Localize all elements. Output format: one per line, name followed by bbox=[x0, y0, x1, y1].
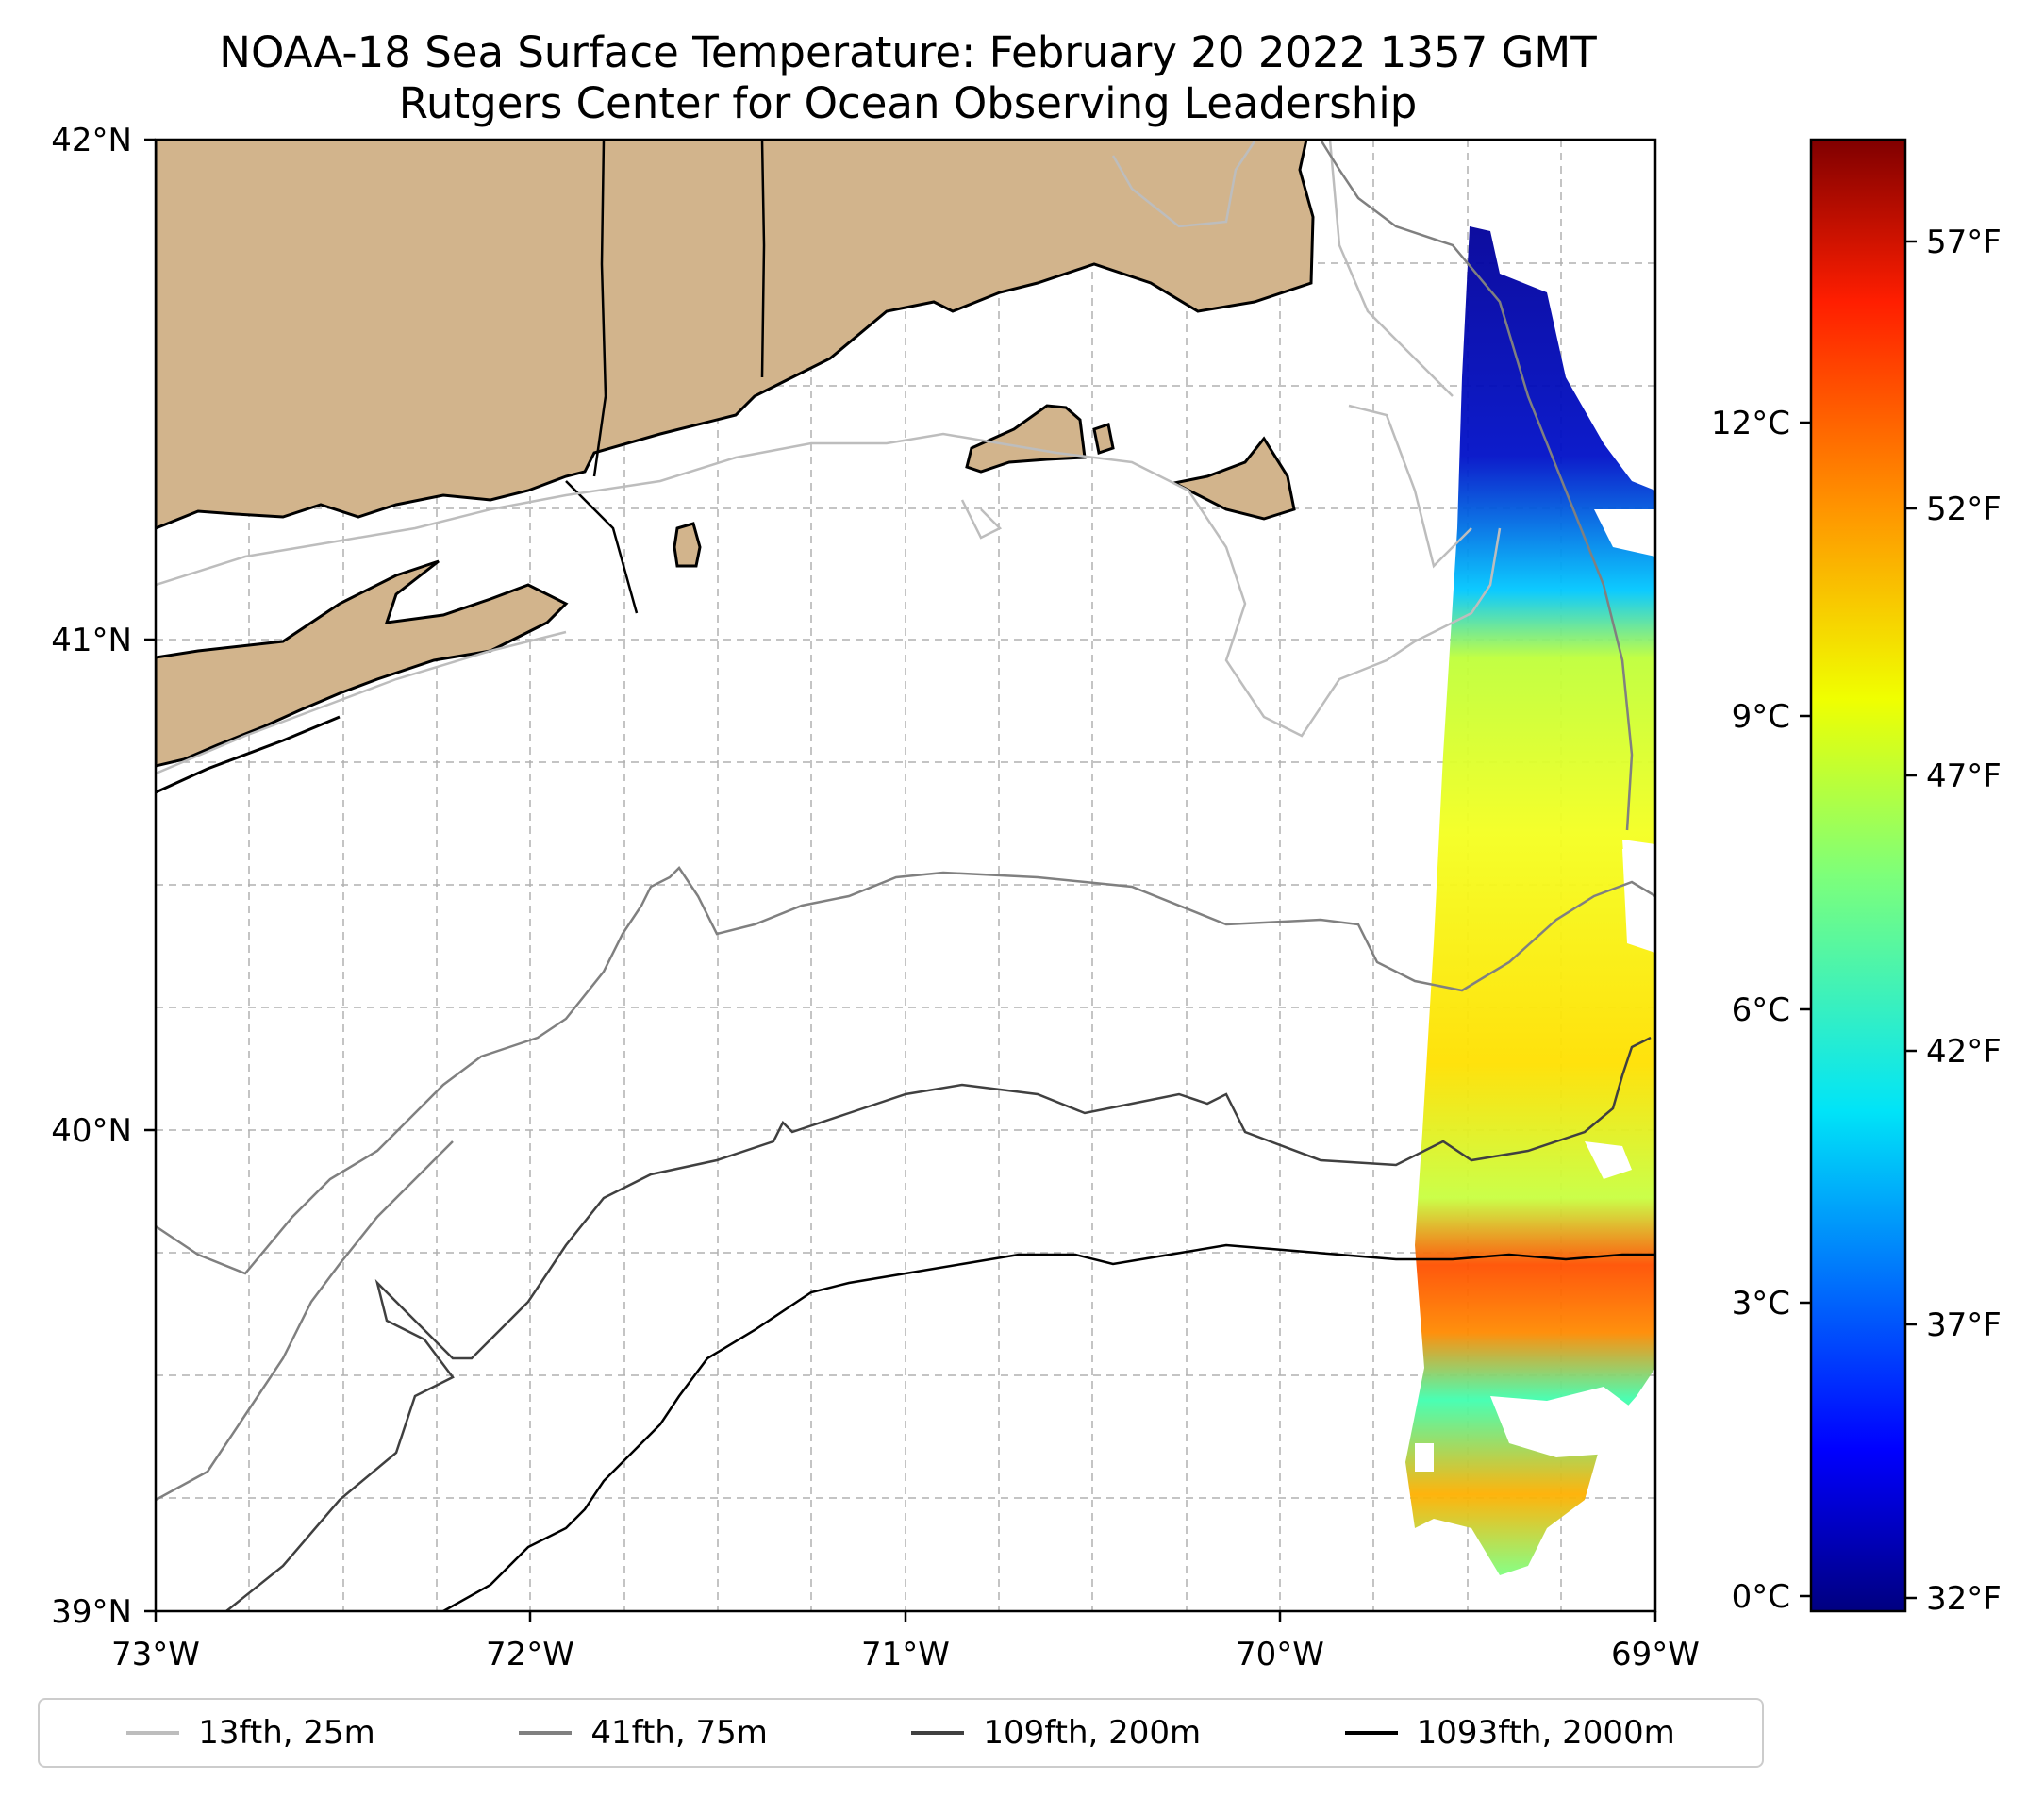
colorbar-tick-3c: 3°C bbox=[1732, 1285, 1790, 1323]
legend-swatch-75m bbox=[519, 1731, 573, 1735]
map-title: NOAA-18 Sea Surface Temperature: Februar… bbox=[219, 27, 1597, 77]
isobath-75m bbox=[156, 140, 1655, 1502]
new-england-mainland bbox=[156, 140, 1315, 530]
legend-item-200m: 109fth, 200m bbox=[911, 1714, 1201, 1752]
legend-swatch-25m bbox=[126, 1731, 180, 1735]
lon-tick-71: 71°W bbox=[861, 1636, 950, 1673]
lat-tick-42: 42°N bbox=[51, 122, 132, 159]
lon-tick-70: 70°W bbox=[1236, 1636, 1324, 1673]
isobath-25m bbox=[156, 140, 1502, 775]
nantucket bbox=[1170, 436, 1296, 521]
isobath-legend: 13fth, 25m 41fth, 75m 109fth, 200m 1093f… bbox=[38, 1698, 1764, 1768]
legend-label-75m: 41fth, 75m bbox=[590, 1714, 768, 1752]
colorbar-tick-37f: 37°F bbox=[1926, 1306, 2002, 1344]
colorbar-tick-57f: 57°F bbox=[1926, 224, 2002, 261]
colorbar-tick-9c: 9°C bbox=[1732, 698, 1790, 736]
long-island bbox=[156, 559, 569, 768]
block-island bbox=[673, 522, 702, 568]
colorbar-tick-32f: 32°F bbox=[1926, 1580, 2002, 1618]
sst-gaps bbox=[1415, 509, 1655, 1472]
lat-tick-41: 41°N bbox=[51, 622, 132, 659]
isobath-2000m bbox=[442, 1243, 1655, 1611]
colorbar bbox=[1809, 138, 1907, 1613]
legend-swatch-200m bbox=[911, 1731, 965, 1735]
legend-label-25m: 13fth, 25m bbox=[198, 1714, 375, 1752]
legend-item-75m: 41fth, 75m bbox=[519, 1714, 768, 1752]
lat-tick-40: 40°N bbox=[51, 1112, 132, 1150]
state-borders bbox=[565, 140, 766, 614]
chappaquiddick bbox=[1092, 423, 1115, 455]
legend-item-25m: 13fth, 25m bbox=[126, 1714, 375, 1752]
colorbar-tick-6c: 6°C bbox=[1732, 991, 1790, 1029]
colorbar-tick-0c: 0°C bbox=[1732, 1578, 1790, 1616]
map-area bbox=[156, 140, 1655, 1611]
legend-label-2000m: 1093fth, 2000m bbox=[1416, 1714, 1675, 1752]
sst-swath bbox=[1405, 226, 1655, 1575]
lat-tick-39: 39°N bbox=[51, 1593, 132, 1631]
legend-label-200m: 109fth, 200m bbox=[983, 1714, 1202, 1752]
colorbar-tick-12c: 12°C bbox=[1711, 405, 1790, 442]
colorbar-tick-47f: 47°F bbox=[1926, 757, 2002, 795]
lon-tick-69: 69°W bbox=[1611, 1636, 1700, 1673]
lon-tick-72: 72°W bbox=[486, 1636, 574, 1673]
lon-tick-73: 73°W bbox=[111, 1636, 200, 1673]
legend-swatch-2000m bbox=[1344, 1731, 1398, 1735]
legend-item-2000m: 1093fth, 2000m bbox=[1344, 1714, 1675, 1752]
colorbar-tick-52f: 52°F bbox=[1926, 491, 2002, 528]
colorbar-tick-42f: 42°F bbox=[1926, 1033, 2002, 1071]
map-subtitle: Rutgers Center for Ocean Observing Leade… bbox=[398, 78, 1418, 128]
isobath-200m bbox=[225, 1036, 1652, 1611]
